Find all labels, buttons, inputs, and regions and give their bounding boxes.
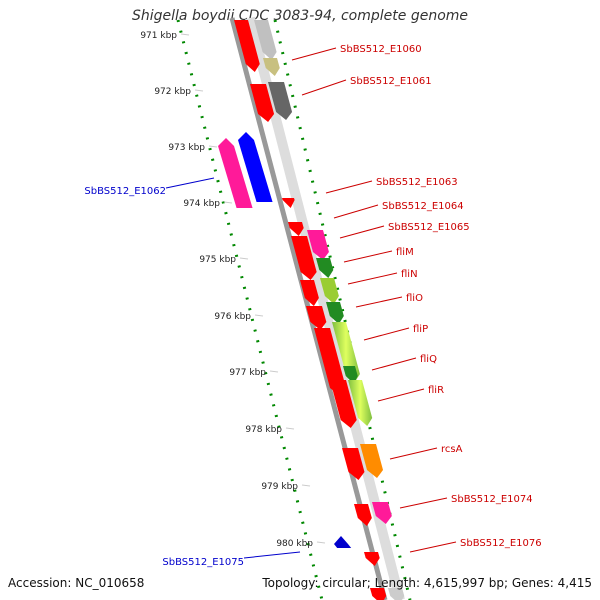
gene-rcsA-orange <box>360 444 384 478</box>
gene-E1065-red <box>291 236 317 280</box>
gene-label-e1061: SbBS512_E1061 <box>350 76 432 87</box>
gene-label-e1064: SbBS512_E1064 <box>382 201 464 212</box>
scale-tick-979 <box>301 484 311 487</box>
scale-label-975: 975 kbp <box>199 255 236 265</box>
scale-tick-977 <box>269 370 279 373</box>
scale-tick-974 <box>223 201 233 204</box>
gene-label-e1063: SbBS512_E1063 <box>376 177 458 188</box>
gene-label-flim: fliM <box>396 247 414 258</box>
scale-label-971: 971 kbp <box>140 31 177 41</box>
scale-ruler-left <box>176 19 324 600</box>
gene-E1060-olive <box>263 58 280 76</box>
gene-E1075-blue <box>334 536 352 548</box>
gene-label-e1062: SbBS512_E1062 <box>84 186 166 197</box>
leader-e1062 <box>165 177 215 189</box>
gene-label-e1060: SbBS512_E1060 <box>340 44 422 55</box>
scale-label-973: 973 kbp <box>168 143 205 153</box>
gene-E1074-red <box>354 504 372 526</box>
accession-label: Accession: NC_010658 <box>8 576 145 590</box>
leader-flin <box>347 272 398 285</box>
gene-fliR-red <box>330 380 357 428</box>
gene-label-flir: fliR <box>428 385 444 396</box>
leader-e1065 <box>339 225 385 239</box>
gene-label-e1075: SbBS512_E1075 <box>162 557 244 568</box>
gene-fliO-green <box>326 302 344 324</box>
gene-label-rcsa: rcsA <box>441 444 463 455</box>
map-title: Shigella boydii CDC 3083-94, complete ge… <box>131 8 469 24</box>
gene-label-e1065: SbBS512_E1065 <box>388 222 470 233</box>
scale-label-976: 976 kbp <box>214 312 251 322</box>
gene-label-e1074: SbBS512_E1074 <box>451 494 533 505</box>
scale-label-972: 972 kbp <box>154 87 191 97</box>
gene-E1074-magenta <box>372 502 392 524</box>
scale-label-977: 977 kbp <box>229 368 266 378</box>
scale-tick-980 <box>316 541 326 544</box>
gene-E1060-grey <box>254 20 277 60</box>
gene-label-flip: fliP <box>413 324 428 335</box>
gene-E1061-dgrey <box>268 82 293 120</box>
leader-e1076 <box>409 541 457 553</box>
gene-E1062-blue <box>238 132 273 202</box>
gene-E1064-red <box>288 222 304 236</box>
scale-tick-972 <box>194 89 204 92</box>
leader-rcsa <box>389 447 438 460</box>
gene-E1060-block <box>234 20 260 72</box>
scale-label-979: 979 kbp <box>261 482 298 492</box>
gene-E1062-magenta <box>218 138 253 208</box>
leader-flip <box>363 327 410 341</box>
gene-fliM-red <box>300 280 319 306</box>
gene-rcsA-red <box>342 448 365 480</box>
gene-E1065-magenta <box>307 230 329 260</box>
scale-tick-971 <box>180 33 190 36</box>
gene-E1061-red <box>250 84 275 122</box>
gene-fliP-red <box>314 328 347 396</box>
gene-E1076-red <box>364 552 380 566</box>
leader-e1064 <box>333 204 379 219</box>
leader-e1063 <box>325 180 373 194</box>
scale-tick-973 <box>208 145 218 148</box>
gene-bottom-grey <box>388 588 405 600</box>
gene-fliM-green <box>316 258 334 278</box>
leader-e1060 <box>291 47 337 61</box>
genome-summary: Topology: circular; Length: 4,615,997 bp… <box>262 576 592 590</box>
leader-flio <box>355 296 403 308</box>
gene-label-flin: fliN <box>401 269 418 280</box>
gene-fliQ-green <box>343 366 358 384</box>
gene-label-e1076: SbBS512_E1076 <box>460 538 542 549</box>
gene-label-fliq: fliQ <box>420 354 437 365</box>
gene-fliO-red <box>306 306 327 330</box>
scale-label-980: 980 kbp <box>276 539 313 549</box>
leader-e1075 <box>243 551 301 559</box>
gene-fliR-lgreen <box>348 380 373 426</box>
gene-fliN-lgreen <box>320 278 339 304</box>
leader-flir <box>377 388 425 402</box>
scale-tick-978 <box>285 427 295 430</box>
leader-e1061 <box>301 79 347 96</box>
gene-bottom-red <box>370 588 387 600</box>
leader-e1074 <box>399 497 448 509</box>
gene-E1063-small <box>282 198 295 208</box>
leader-fliq <box>371 357 417 371</box>
scale-tick-976 <box>254 314 264 317</box>
scale-label-974: 974 kbp <box>183 199 220 209</box>
scale-tick-975 <box>239 257 249 260</box>
gene-label-flio: fliO <box>406 293 423 304</box>
scale-label-978: 978 kbp <box>245 425 282 435</box>
leader-flim <box>343 250 393 263</box>
